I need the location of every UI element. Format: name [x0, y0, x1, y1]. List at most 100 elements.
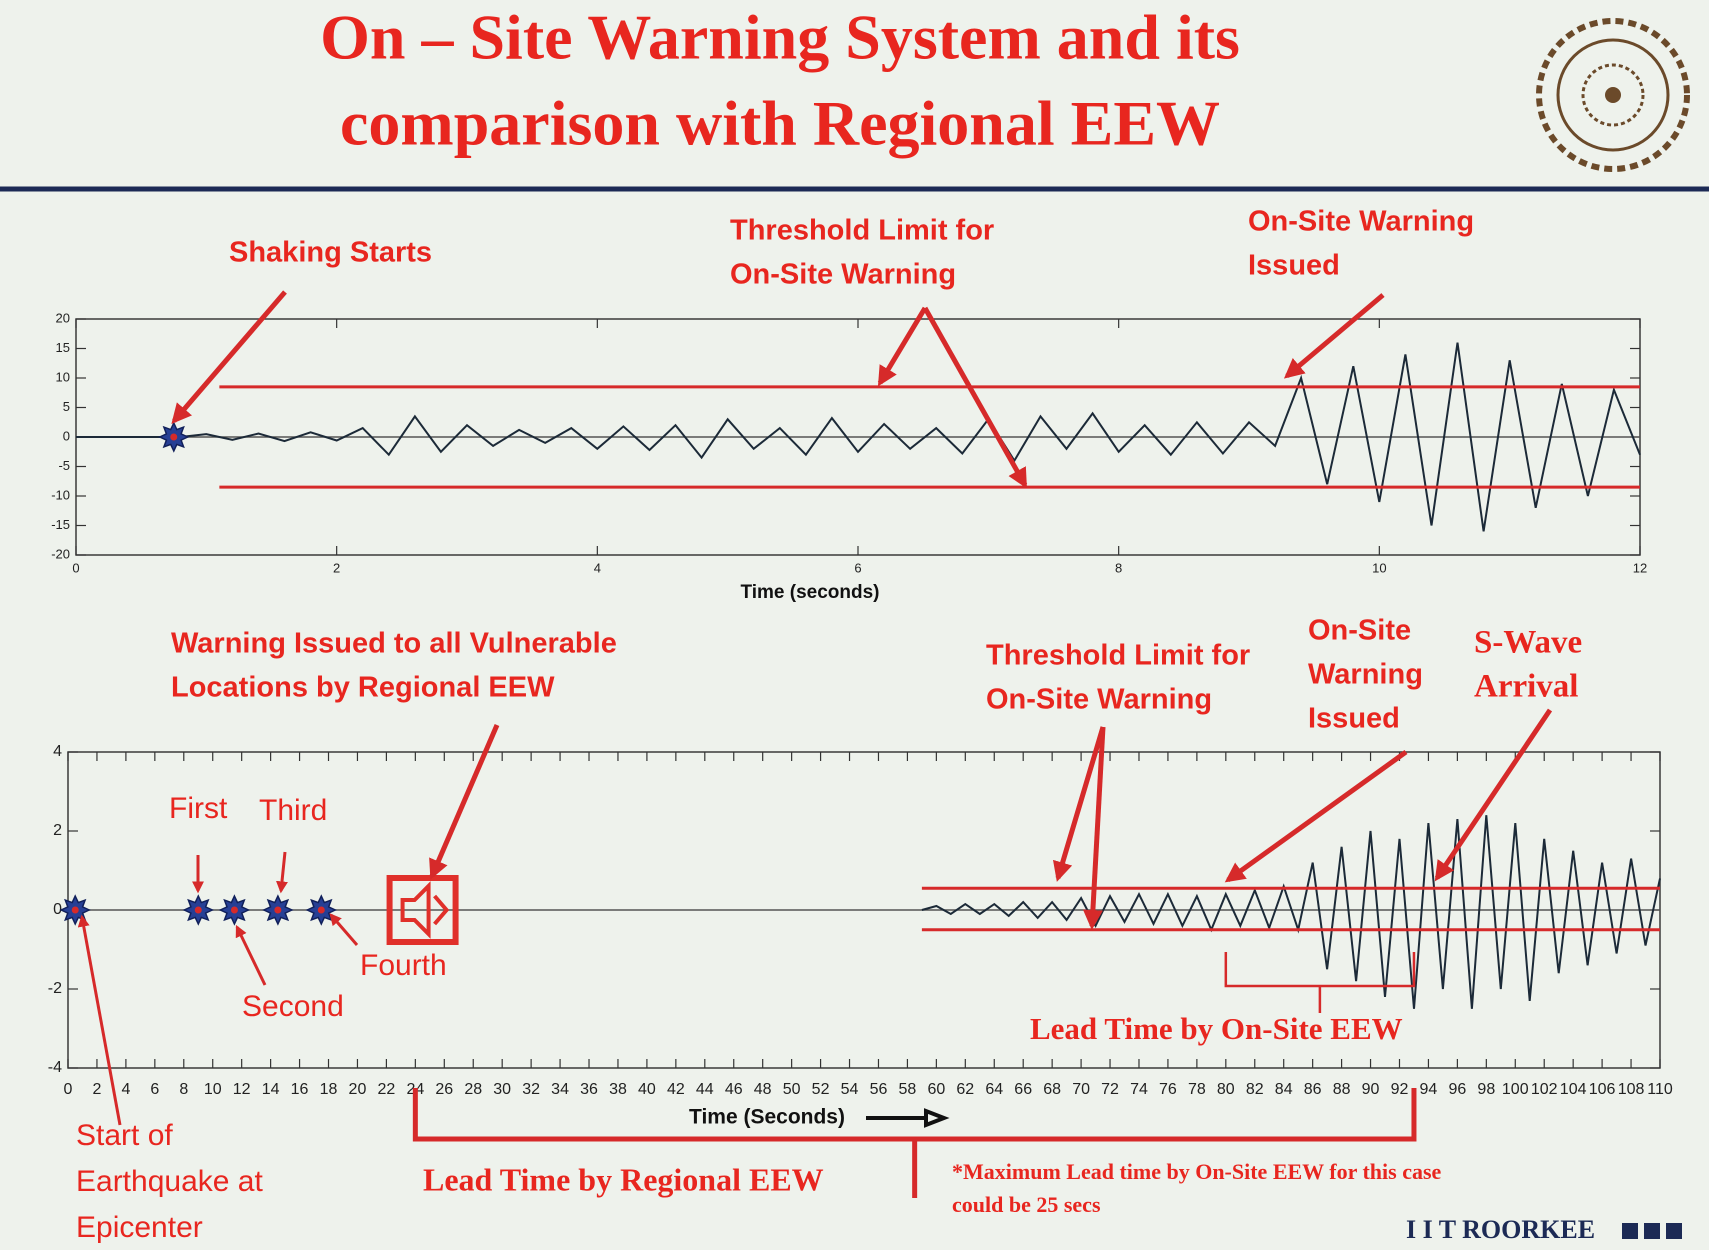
slide-title: comparison with Regional EEW: [340, 88, 1220, 159]
arrow: [922, 306, 1028, 489]
x-tick-label: 74: [1130, 1081, 1148, 1098]
x-tick-label: 4: [121, 1081, 130, 1098]
y-tick-label: 5: [63, 399, 70, 414]
lead-time-bracket: [412, 1088, 1417, 1198]
x-tick-label: 94: [1420, 1081, 1438, 1098]
waveform: [76, 342, 1641, 532]
x-tick-label: 38: [609, 1081, 627, 1098]
y-tick-label: -4: [48, 1059, 62, 1076]
logo: [1536, 18, 1690, 172]
event-label: First: [169, 792, 228, 825]
annotation: Issued: [1248, 250, 1340, 282]
x-tick-label: 8: [1115, 560, 1122, 575]
x-tick-label: 60: [927, 1081, 945, 1098]
arrow: [877, 306, 928, 387]
x-tick-label: 96: [1448, 1081, 1466, 1098]
x-tick-label: 52: [812, 1081, 830, 1098]
y-tick-label: 15: [56, 340, 70, 355]
x-tick-label: 70: [1072, 1081, 1090, 1098]
annotation: On-Site Warning: [730, 259, 956, 291]
annotation: Warning: [1308, 659, 1423, 691]
x-tick-label: 62: [956, 1081, 974, 1098]
x-tick-label: 28: [464, 1081, 482, 1098]
annotation: On-Site Warning: [986, 684, 1212, 716]
x-tick-label: 66: [1014, 1081, 1032, 1098]
x-tick-label: 54: [841, 1081, 859, 1098]
x-tick-label: 102: [1531, 1081, 1558, 1098]
event-marker-center: [194, 906, 202, 914]
annotation: On-Site Warning: [1248, 206, 1474, 238]
arrow: [1224, 749, 1408, 883]
y-tick-label: -5: [58, 458, 70, 473]
annotation: On-Site: [1308, 615, 1411, 647]
x-axis-label: Time (seconds): [740, 582, 879, 603]
x-tick-label: 20: [349, 1081, 367, 1098]
x-tick-label: 6: [150, 1081, 159, 1098]
annotation: Threshold Limit for: [730, 215, 994, 247]
x-tick-label: 40: [638, 1081, 656, 1098]
x-tick-label: 90: [1362, 1081, 1380, 1098]
annotation: Shaking Starts: [229, 237, 432, 269]
slide-title: On – Site Warning System and its: [320, 2, 1240, 73]
x-tick-label: 10: [1372, 560, 1386, 575]
x-tick-label: 44: [696, 1081, 714, 1098]
y-tick-label: 10: [56, 369, 70, 384]
y-tick-label: 20: [56, 310, 70, 325]
x-tick-label: 72: [1101, 1081, 1119, 1098]
x-tick-label: 2: [333, 560, 340, 575]
y-tick-label: -20: [51, 546, 70, 561]
annotation: Arrival: [1474, 669, 1578, 705]
arrow: [429, 724, 500, 880]
x-tick-label: 12: [1633, 560, 1647, 575]
annotation: Warning Issued to all Vulnerable: [171, 628, 617, 660]
event-marker-center: [170, 433, 178, 441]
arrow: [276, 851, 288, 894]
y-tick-label: 4: [53, 743, 62, 760]
y-tick-label: 2: [53, 822, 62, 839]
x-tick-label: 46: [725, 1081, 743, 1098]
annotation: Threshold Limit for: [986, 640, 1250, 672]
event-label: Start of: [76, 1119, 173, 1152]
arrow: [1082, 726, 1106, 930]
x-tick-label: 86: [1304, 1081, 1322, 1098]
x-tick-label: 50: [783, 1081, 801, 1098]
footnote: could be 25 secs: [952, 1192, 1101, 1217]
x-tick-label: 2: [92, 1081, 101, 1098]
event-label: Fourth: [360, 949, 447, 982]
x-tick-label: 0: [72, 560, 79, 575]
x-axis-label: Time (Seconds): [689, 1106, 845, 1129]
y-tick-label: 0: [63, 428, 70, 443]
event-label: Earthquake at: [76, 1165, 263, 1198]
event-marker-center: [230, 906, 238, 914]
x-tick-label: 98: [1477, 1081, 1495, 1098]
x-tick-label: 30: [493, 1081, 511, 1098]
brand-squares: [1622, 1223, 1682, 1239]
x-tick-label: 84: [1275, 1081, 1293, 1098]
arrow: [1052, 726, 1106, 882]
x-tick-label: 100: [1502, 1081, 1529, 1098]
x-tick-label: 78: [1188, 1081, 1206, 1098]
x-tick-label: 92: [1391, 1081, 1409, 1098]
x-tick-label: 104: [1560, 1081, 1587, 1098]
lead-time-label: Lead Time by Regional EEW: [423, 1161, 824, 1197]
x-tick-label: 4: [594, 560, 601, 575]
x-tick-label: 10: [204, 1081, 222, 1098]
annotation: S-Wave: [1474, 625, 1582, 661]
arrow: [235, 924, 267, 986]
x-tick-label: 82: [1246, 1081, 1264, 1098]
arrow: [1283, 293, 1385, 379]
lead-time-label: Lead Time by On-Site EEW: [1030, 1011, 1403, 1046]
annotation: Issued: [1308, 703, 1400, 735]
arrow: [77, 914, 122, 1126]
x-tick-label: 106: [1589, 1081, 1616, 1098]
event-label: Third: [259, 794, 327, 827]
x-tick-label: 110: [1647, 1081, 1673, 1098]
x-tick-label: 64: [985, 1081, 1003, 1098]
x-tick-label: 8: [179, 1081, 188, 1098]
x-tick-label: 76: [1159, 1081, 1177, 1098]
x-tick-label: 108: [1618, 1081, 1645, 1098]
waveform: [921, 815, 1661, 1009]
y-tick-label: -2: [48, 980, 62, 997]
